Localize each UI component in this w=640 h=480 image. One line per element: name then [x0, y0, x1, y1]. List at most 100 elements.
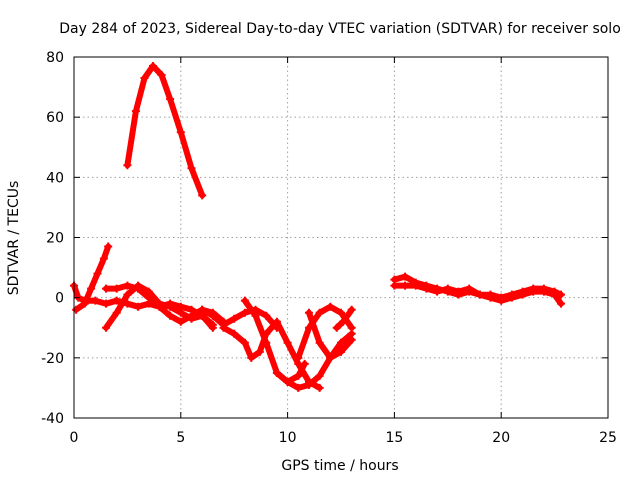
data-point [102, 299, 111, 308]
data-point [72, 305, 81, 314]
data-point [550, 287, 559, 296]
data-point [208, 311, 217, 320]
data-point [140, 74, 149, 83]
data-point [91, 296, 100, 305]
y-axis-label: SDTVAR / TECUs [6, 181, 22, 296]
data-point [518, 287, 527, 296]
data-point [294, 371, 303, 380]
data-point [176, 317, 185, 326]
data-point [315, 371, 324, 380]
x-tick-label: 15 [385, 430, 403, 446]
data-point [112, 308, 121, 317]
data-point [339, 317, 348, 326]
data-point [166, 95, 175, 104]
data-point [208, 320, 217, 329]
data-point [422, 284, 431, 293]
data-point [149, 62, 158, 71]
data-point [255, 347, 264, 356]
data-point [230, 329, 239, 338]
y-tick-label: -40 [41, 411, 64, 427]
data-point [99, 254, 108, 263]
data-point [529, 284, 538, 293]
series-arc-6 [199, 306, 280, 331]
data-point [475, 290, 484, 299]
data-point [157, 71, 166, 80]
data-point [102, 323, 111, 332]
data-point [134, 302, 143, 311]
data-point [155, 302, 164, 311]
data-point [93, 269, 102, 278]
data-point [166, 302, 175, 311]
data-point [337, 338, 345, 347]
data-point [454, 287, 463, 296]
data-point [390, 281, 399, 290]
data-point [507, 290, 516, 299]
data-point [304, 380, 313, 389]
data-point [251, 311, 260, 320]
data-point [315, 338, 324, 347]
data-point [443, 284, 452, 293]
data-point [104, 242, 113, 251]
data-point [123, 281, 132, 290]
data-point [198, 191, 207, 200]
data-point [240, 296, 249, 305]
data-point [401, 272, 410, 281]
data-point [240, 308, 249, 317]
data-point [294, 383, 303, 392]
data-point [176, 128, 185, 137]
data-point [433, 287, 442, 296]
data-point [283, 377, 292, 386]
data-point [401, 281, 410, 290]
data-point [315, 383, 324, 392]
data-point [337, 308, 345, 317]
ticks: 0 5 10 15 20 25 -40 -20 0 20 40 60 80 [41, 50, 617, 446]
data-point [87, 284, 96, 293]
x-axis-label: GPS time / hours [281, 458, 398, 474]
data-point [465, 284, 474, 293]
data-point [187, 164, 196, 173]
data-point [326, 302, 335, 311]
data-point [176, 308, 185, 317]
y-tick-label: 60 [46, 110, 64, 126]
data-point [486, 290, 495, 299]
data-point [294, 353, 303, 362]
data-point [347, 335, 356, 344]
data-point [247, 353, 256, 362]
data-point [272, 317, 281, 326]
chart-title: Day 284 of 2023, Sidereal Day-to-day VTE… [59, 21, 621, 37]
data-point [272, 368, 281, 377]
data-point [262, 311, 271, 320]
data-point [539, 284, 548, 293]
data-point [283, 338, 292, 347]
data-point [230, 314, 239, 323]
data-point [347, 323, 356, 332]
data-point [112, 284, 121, 293]
data-point [131, 107, 140, 116]
data-point [497, 293, 506, 302]
y-tick-label: 80 [46, 50, 64, 66]
y-tick-label: -20 [41, 351, 64, 367]
data-point [144, 293, 153, 302]
data-point [134, 284, 143, 293]
data-point [219, 323, 228, 332]
series-arc-10 [295, 303, 355, 361]
data-point [123, 161, 132, 170]
data-point [304, 308, 313, 317]
x-tick-label: 0 [70, 430, 79, 446]
data-point [300, 359, 309, 368]
data-point [187, 311, 196, 320]
data-point [198, 305, 207, 314]
x-tick-label: 20 [492, 430, 510, 446]
data-point [262, 338, 271, 347]
data-point [326, 353, 335, 362]
x-tick-label: 5 [176, 430, 185, 446]
y-tick-label: 40 [46, 170, 64, 186]
series-group [70, 62, 566, 392]
data-point [411, 281, 420, 290]
data-point [557, 290, 566, 299]
data-point [102, 284, 111, 293]
data-point [315, 308, 324, 317]
data-point [80, 296, 89, 305]
